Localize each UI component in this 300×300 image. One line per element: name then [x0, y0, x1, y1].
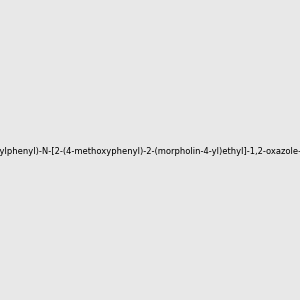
Text: 5-(3,4-dimethylphenyl)-N-[2-(4-methoxyphenyl)-2-(morpholin-4-yl)ethyl]-1,2-oxazo: 5-(3,4-dimethylphenyl)-N-[2-(4-methoxyph… [0, 147, 300, 156]
